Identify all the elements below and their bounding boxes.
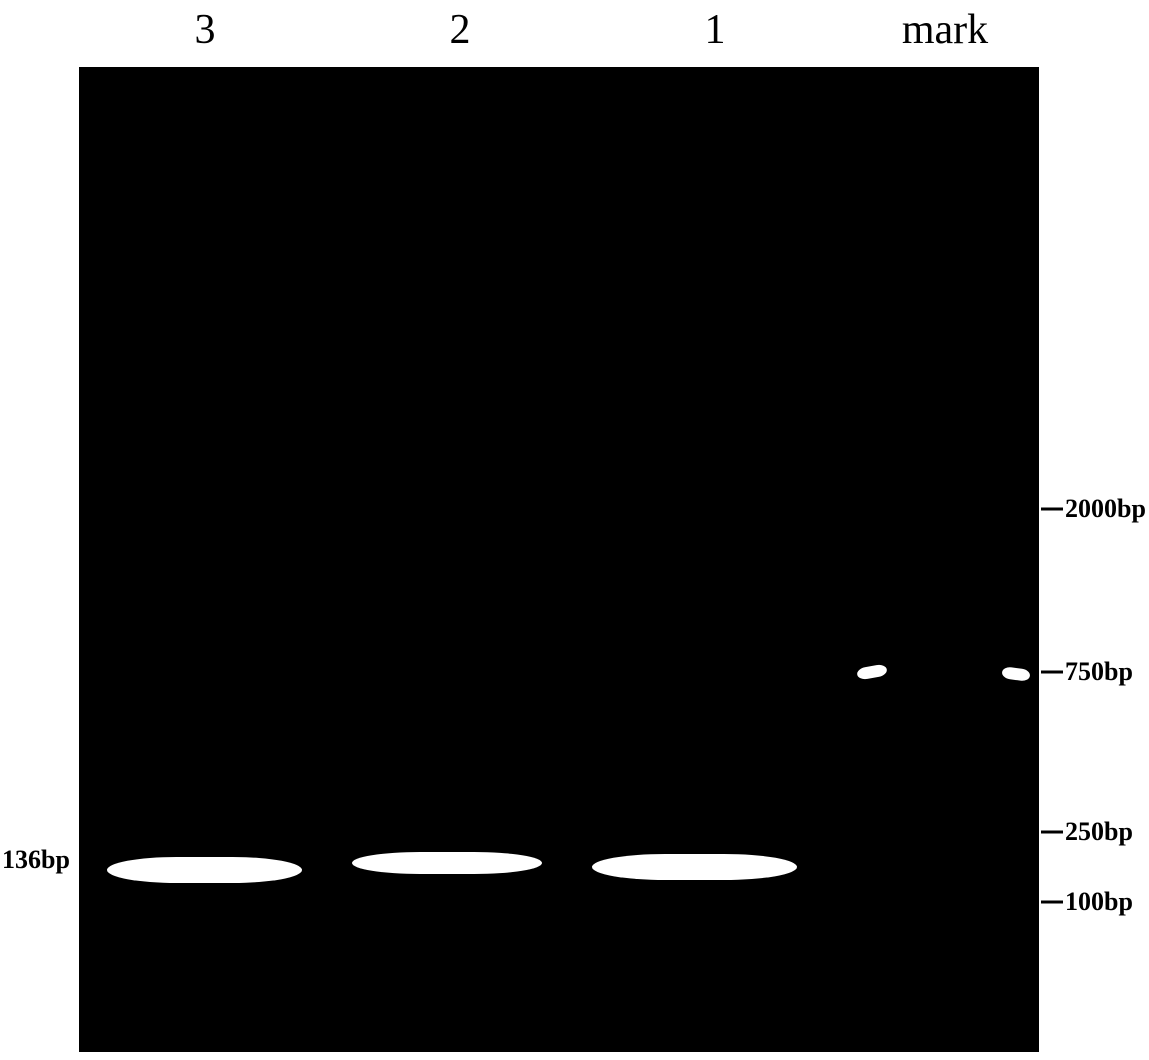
lane-label-2: 2 (450, 6, 471, 54)
lane-label-3: 3 (195, 6, 216, 54)
marker-label-250bp: 250bp (1065, 817, 1133, 847)
marker-label-750bp: 750bp (1065, 657, 1133, 687)
sample-label-136bp: 136bp (2, 845, 70, 875)
marker-label-100bp: 100bp (1065, 887, 1133, 917)
marker-tick-2000 (1041, 508, 1063, 511)
lane-label-mark: mark (902, 6, 988, 54)
marker-tick-750 (1041, 671, 1063, 674)
marker-label-2000bp: 2000bp (1065, 494, 1146, 524)
lane-label-1: 1 (705, 6, 726, 54)
marker-tick-100 (1041, 901, 1063, 904)
sample-band-lane1 (592, 854, 797, 880)
sample-band-lane3 (107, 857, 302, 883)
ladder-band-750-right (1001, 666, 1030, 682)
gel-figure: 3 2 1 mark 2000bp 750bp 250bp 100bp 136b… (0, 0, 1149, 1060)
ladder-band-750-left (856, 663, 888, 680)
sample-band-lane2 (352, 852, 542, 874)
gel-box (79, 67, 1039, 1052)
marker-tick-250 (1041, 831, 1063, 834)
